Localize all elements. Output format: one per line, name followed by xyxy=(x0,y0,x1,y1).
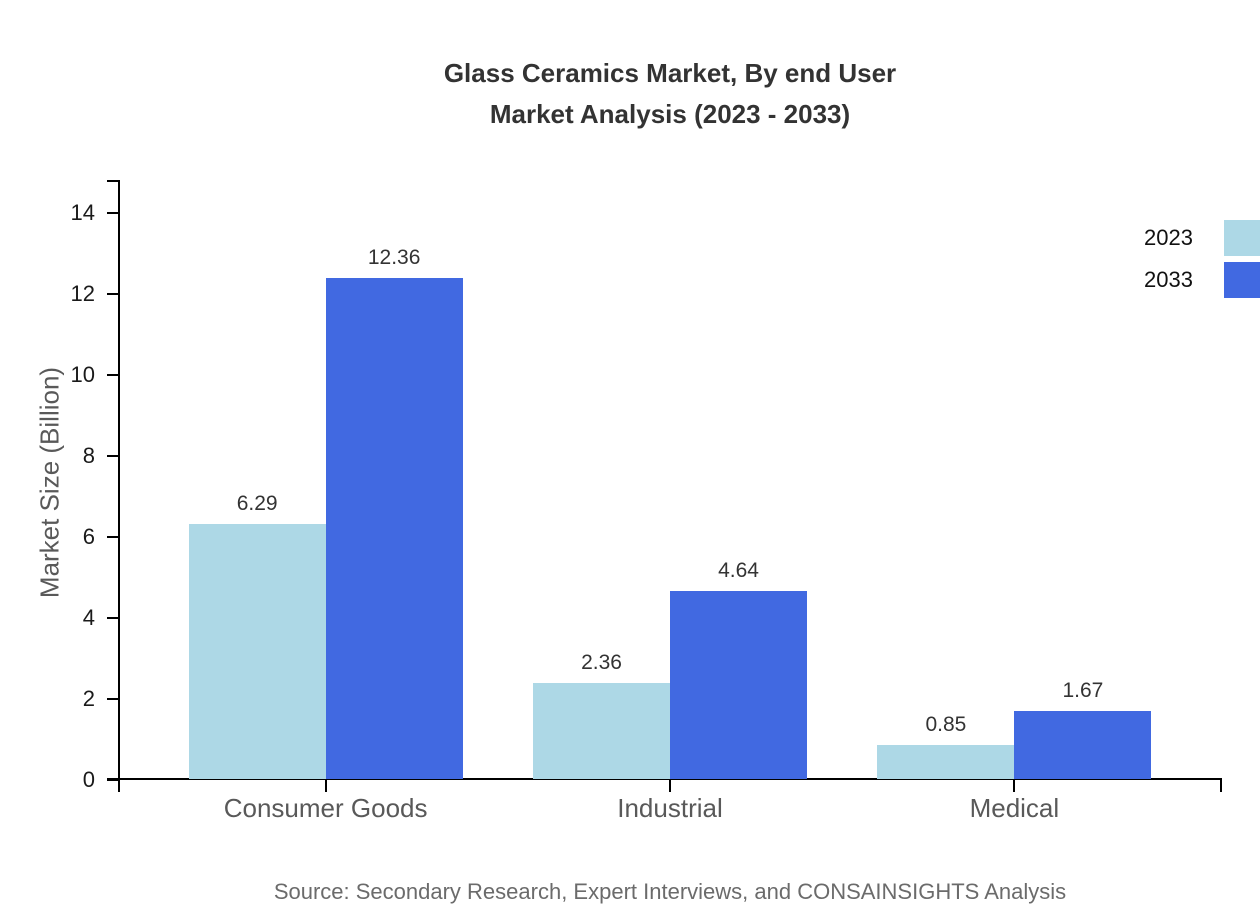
bar-2023-industrial xyxy=(533,683,670,779)
y-tick-label-12: 12 xyxy=(70,281,95,306)
value-label-2033-medical: 1.67 xyxy=(1062,679,1104,703)
legend-label-2023: 2023 xyxy=(1144,225,1193,250)
legend: 2023 2033 xyxy=(1144,220,1260,304)
x-tick-consumer-goods xyxy=(324,780,327,792)
value-label-2023-industrial: 2.36 xyxy=(581,651,622,675)
y-tick-2 xyxy=(107,698,119,700)
x-axis-line xyxy=(107,778,1222,780)
x-axis-end-cap xyxy=(1220,778,1222,792)
value-label-2033-consumer-goods: 12.36 xyxy=(367,246,421,270)
x-tick-label-industrial: Industrial xyxy=(617,793,723,823)
x-tick-label-consumer-goods: Consumer Goods xyxy=(223,793,428,823)
x-tick-industrial xyxy=(669,780,671,792)
y-axis-line xyxy=(118,180,120,792)
y-tick-0 xyxy=(107,779,119,781)
legend-swatch-2023 xyxy=(1224,220,1260,256)
y-tick-label-8: 8 xyxy=(82,443,95,468)
bar-2033-medical xyxy=(1014,711,1152,779)
bar-2033-consumer-goods xyxy=(325,278,463,779)
value-label-2033-industrial: 4.64 xyxy=(718,559,759,583)
chart-title-line1: Glass Ceramics Market, By end User xyxy=(443,58,897,88)
bar-2033-industrial xyxy=(670,591,807,779)
y-tick-label-6: 6 xyxy=(82,524,95,549)
legend-swatch-2033 xyxy=(1224,262,1260,298)
value-label-2023-consumer-goods: 6.29 xyxy=(236,492,278,516)
y-tick-label-14: 14 xyxy=(70,200,95,225)
y-tick-8 xyxy=(107,455,119,457)
x-tick-medical xyxy=(1013,780,1016,792)
legend-item-2023: 2023 xyxy=(1144,220,1260,256)
y-tick-6 xyxy=(107,536,119,538)
y-tick-12 xyxy=(107,293,119,295)
bar-2023-medical xyxy=(877,744,1015,779)
source-note: Source: Secondary Research, Expert Inter… xyxy=(273,879,1067,904)
y-tick-10 xyxy=(107,374,119,376)
chart-title: Glass Ceramics Market, By end User Marke… xyxy=(80,53,1260,135)
y-tick-label-10: 10 xyxy=(70,362,95,387)
legend-item-2033: 2033 xyxy=(1144,262,1260,298)
y-tick-14 xyxy=(107,212,119,214)
y-tick-label-4: 4 xyxy=(82,605,95,630)
value-label-2023-medical: 0.85 xyxy=(925,712,967,736)
y-tick-label-0: 0 xyxy=(82,767,95,792)
x-tick-label-medical: Medical xyxy=(969,793,1060,823)
bar-2023-consumer-goods xyxy=(188,524,326,779)
chart-title-line2: Market Analysis (2023 - 2033) xyxy=(489,99,851,129)
y-tick-label-2: 2 xyxy=(82,686,95,711)
legend-label-2033: 2033 xyxy=(1144,267,1193,292)
y-tick-4 xyxy=(107,617,119,619)
y-axis-top-cap xyxy=(107,180,120,182)
